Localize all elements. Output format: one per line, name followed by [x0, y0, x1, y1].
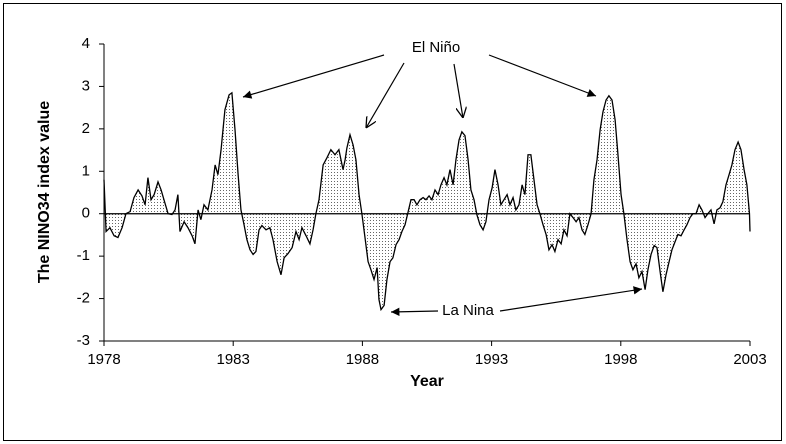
arrow [390, 307, 439, 317]
y-tick-label: 3 [82, 77, 90, 94]
x-tick-label: 1993 [475, 351, 508, 368]
y-tick-label: -1 [77, 247, 90, 264]
area-fill [104, 92, 750, 310]
y-tick-label: -2 [77, 290, 90, 307]
y-tick-label: 4 [82, 35, 90, 52]
arrow [453, 63, 463, 118]
arrow [242, 54, 385, 99]
arrow [499, 286, 643, 312]
y-axis-title: The NINO34 index value [36, 101, 53, 283]
arrow [366, 62, 405, 128]
y-tick-label: 2 [82, 120, 90, 137]
x-tick-label: 2003 [733, 351, 766, 368]
x-tick-label: 1998 [604, 351, 637, 368]
x-tick-label: 1983 [217, 351, 250, 368]
annotation: La Nina [442, 302, 494, 319]
y-tick-label: 0 [82, 205, 90, 222]
x-tick-label: 1988 [346, 351, 379, 368]
arrow [488, 54, 597, 97]
y-tick-label: 1 [82, 162, 90, 179]
x-axis-title: Year [410, 373, 444, 390]
line [103, 91, 751, 312]
x-tick-label: 1978 [87, 351, 120, 368]
y-tick-label: -3 [77, 332, 90, 349]
annotation: El Niño [412, 39, 460, 56]
annotation-arrows [242, 54, 643, 317]
